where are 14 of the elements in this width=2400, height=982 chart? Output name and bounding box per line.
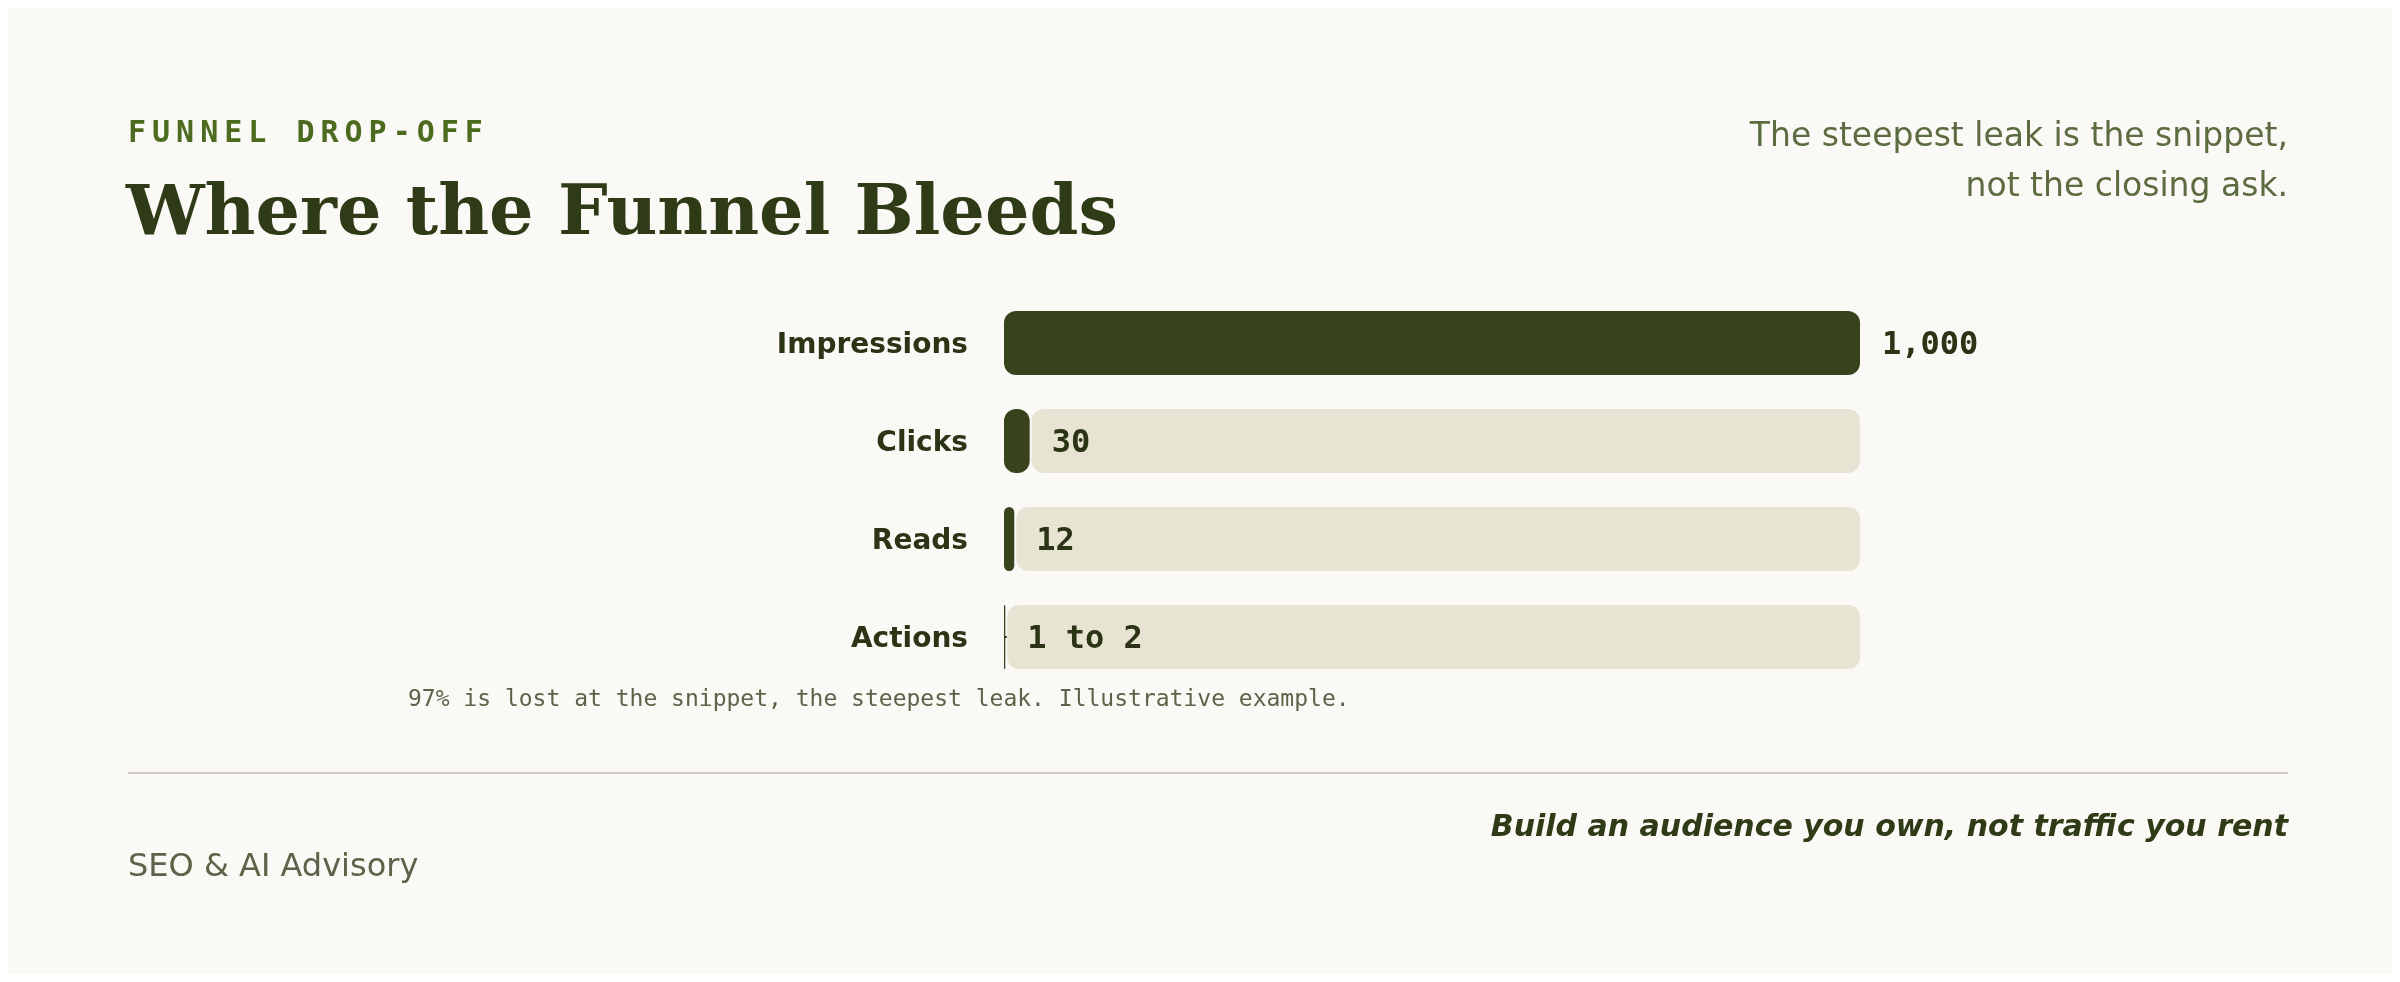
text: FUNNEL DROP-OFF	[128, 114, 489, 149]
data-label: 1,000	[1882, 324, 1979, 363]
y-tick-label: Impressions	[776, 326, 968, 360]
text: Build an audience you own, not traffic you rent	[1490, 808, 2290, 843]
text: SEO & AI Advisory	[128, 846, 419, 884]
annotation: 97% is lost at the snippet, the steepest leak. Illustrative example.	[408, 685, 1350, 711]
y-tick-label: Reads	[871, 522, 968, 556]
data-label: 1 to 2	[1027, 618, 1143, 657]
data-label: 30	[1051, 422, 1091, 461]
y-tick-label: Actions	[850, 620, 968, 654]
y-tick-label: Clicks	[876, 424, 968, 458]
text: The steepest leak is the snippet, not the closing ask.	[1748, 115, 2288, 204]
data-label: 12	[1036, 520, 1075, 559]
chart-title: Where the Funnel Bleeds	[125, 168, 1118, 251]
